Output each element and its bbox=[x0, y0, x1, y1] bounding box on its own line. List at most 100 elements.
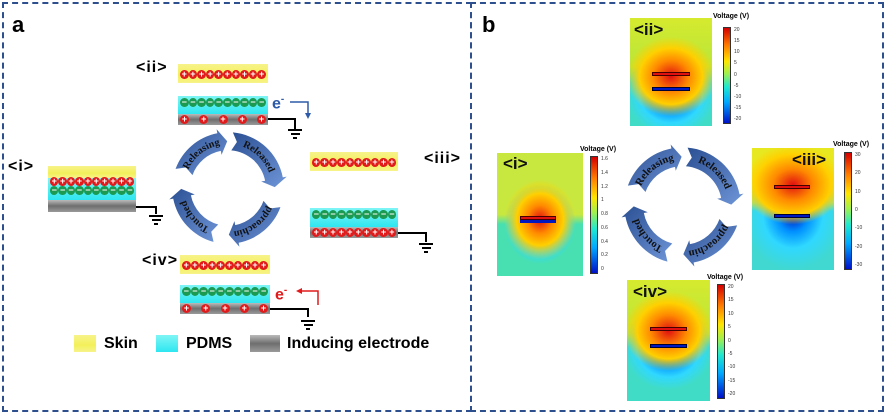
positive-charge: + bbox=[328, 157, 338, 167]
ground-icon bbox=[149, 213, 163, 227]
electrode-i bbox=[48, 200, 136, 212]
negative-charge: − bbox=[100, 185, 109, 195]
electrode-charges-ii: + + + + + bbox=[180, 115, 266, 124]
pdms-charges-iv: − − − − − − − − − − bbox=[182, 287, 268, 296]
colorbar-tick-label: -15 bbox=[734, 104, 742, 111]
negative-charge: − bbox=[199, 286, 208, 296]
pdms-plate bbox=[650, 344, 687, 348]
legend-pdms-label: PDMS bbox=[186, 335, 233, 352]
positive-charge: + bbox=[182, 260, 191, 270]
negative-charge: − bbox=[207, 286, 217, 296]
colorbar-tick-label: 5 bbox=[734, 60, 737, 67]
colorbar-tick-label: 20 bbox=[855, 170, 861, 177]
negative-charge: − bbox=[50, 185, 59, 195]
positive-charge: + bbox=[242, 260, 251, 270]
positive-charge: + bbox=[205, 69, 215, 79]
positive-charge: + bbox=[257, 69, 266, 79]
cycle-arrow-released bbox=[231, 132, 287, 188]
colorbar-tick-label: -5 bbox=[734, 82, 739, 89]
positive-charge: + bbox=[218, 114, 228, 124]
pdms-plate bbox=[774, 214, 810, 218]
negative-charge: − bbox=[92, 185, 101, 195]
positive-charge: + bbox=[180, 114, 189, 124]
positive-charge: + bbox=[100, 176, 109, 186]
legend-skin-label: Skin bbox=[104, 335, 138, 352]
positive-charge: + bbox=[50, 176, 59, 186]
colorbar-tick-label: 1 bbox=[601, 197, 604, 204]
panel-a-label: a bbox=[12, 12, 25, 37]
negative-charge: − bbox=[362, 209, 371, 219]
colorbar-tick-label: 5 bbox=[728, 324, 731, 331]
state-iii-label: <iii> bbox=[424, 150, 462, 167]
positive-charge: + bbox=[312, 227, 321, 237]
colorbar-tick-label: 10 bbox=[855, 188, 861, 195]
negative-charge: − bbox=[328, 209, 338, 219]
electron-superscript: - bbox=[283, 285, 288, 296]
negative-charge: − bbox=[240, 97, 249, 107]
cycle-arrow-released bbox=[685, 147, 744, 205]
skin-plate bbox=[650, 327, 687, 331]
cycle-arrow-touched bbox=[169, 188, 219, 242]
colorbar-tick-label: -30 bbox=[855, 262, 863, 268]
negative-charge: − bbox=[312, 209, 321, 219]
negative-charge: − bbox=[320, 209, 329, 219]
positive-charge: + bbox=[92, 176, 101, 186]
colorbar-iii bbox=[844, 152, 852, 270]
negative-charge: − bbox=[231, 97, 241, 107]
positive-charge: + bbox=[240, 69, 249, 79]
pdms-charges-i: − − − − − − − − − − bbox=[50, 185, 135, 195]
colorbar-tick-label: 20 bbox=[734, 27, 740, 33]
positive-charge: + bbox=[199, 260, 208, 270]
skin-charges-iv: + + + + + + + + + + bbox=[182, 261, 268, 270]
cycle-arrow-approaching bbox=[683, 218, 738, 267]
panel-b-label: b bbox=[482, 12, 496, 37]
positive-charge: + bbox=[125, 176, 135, 186]
positive-charge: + bbox=[239, 303, 249, 313]
colorbar-tick-label: 30 bbox=[855, 152, 861, 158]
positive-charge: + bbox=[320, 157, 329, 167]
cycle-arrow-touched bbox=[621, 206, 673, 262]
state-ii-label: <ii> bbox=[136, 59, 168, 76]
colorbar-title: Voltage (V) bbox=[713, 13, 750, 20]
pdms-plate bbox=[520, 220, 556, 223]
colorbar-tick-label: 1.6 bbox=[601, 156, 608, 162]
negative-charge: − bbox=[125, 185, 135, 195]
positive-charge: + bbox=[117, 176, 126, 186]
negative-charge: − bbox=[250, 286, 260, 296]
negative-charge: − bbox=[242, 286, 251, 296]
positive-charge: + bbox=[214, 69, 223, 79]
colorbar-tick-label: 10 bbox=[734, 49, 740, 56]
legend-skin-swatch bbox=[74, 335, 96, 352]
colorbar-tick-label: 0 bbox=[734, 71, 737, 78]
colorbar-tick-label: 0.6 bbox=[601, 224, 608, 231]
cycle-diagram-a: ReleasingReleasedApproachingTouched bbox=[168, 128, 287, 247]
electrode-charges-iv: + + + + + bbox=[182, 304, 268, 313]
colorbar-tick-label: 20 bbox=[728, 284, 734, 290]
legend-electrode-label: Inducing electrode bbox=[287, 335, 430, 352]
positive-charge: + bbox=[362, 157, 371, 167]
positive-charge: + bbox=[320, 227, 329, 237]
negative-charge: − bbox=[66, 185, 76, 195]
positive-charge: + bbox=[345, 157, 355, 167]
negative-charge: − bbox=[117, 185, 126, 195]
ground-icon bbox=[419, 241, 433, 255]
skin-plate bbox=[520, 216, 556, 220]
colorbar-tick-label: 10 bbox=[728, 310, 734, 317]
positive-charge: + bbox=[259, 260, 268, 270]
negative-charge: − bbox=[257, 97, 266, 107]
positive-charge: + bbox=[207, 260, 217, 270]
electrode-charges-iii: + + + + + + + + + + bbox=[312, 227, 397, 237]
colorbar-tick-label: -10 bbox=[734, 93, 742, 100]
negative-charge: − bbox=[205, 97, 215, 107]
positive-charge: + bbox=[180, 69, 189, 79]
legend-electrode-swatch bbox=[250, 335, 280, 352]
state-i-label: <i> bbox=[503, 154, 528, 173]
negative-charge: − bbox=[354, 209, 363, 219]
colorbar-iv bbox=[717, 284, 725, 399]
ground-icon bbox=[288, 127, 302, 141]
colorbar-tick-label: -20 bbox=[855, 243, 863, 250]
skin-charges-iii: + + + + + + + + + + bbox=[312, 157, 397, 167]
ground-icon bbox=[301, 318, 315, 332]
electron-flow-in: e- bbox=[275, 285, 287, 304]
negative-charge: − bbox=[337, 209, 346, 219]
